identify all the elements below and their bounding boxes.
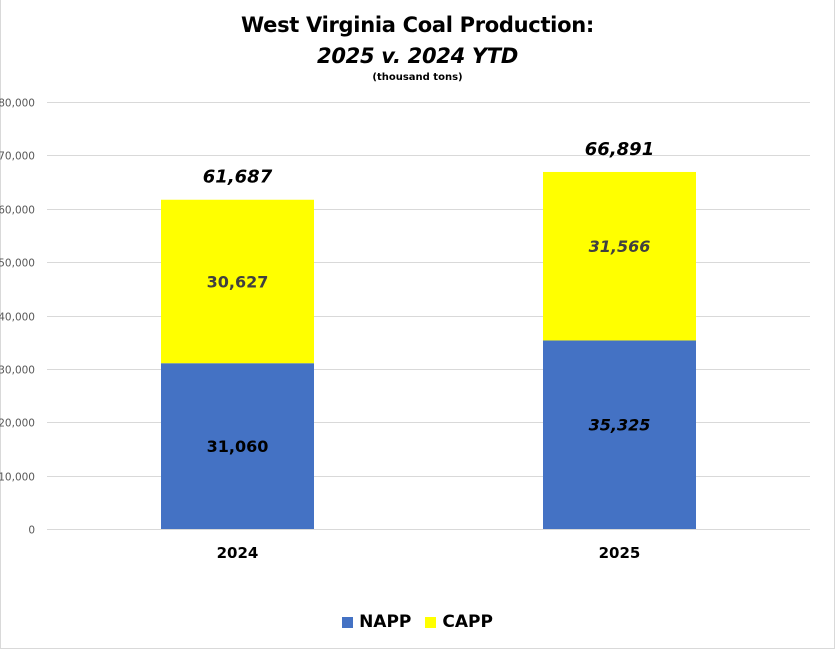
bar-segment-napp: [543, 340, 696, 529]
y-tick-label: 60,000: [0, 205, 35, 217]
bar-segment-napp: [161, 363, 314, 529]
legend-label-capp: CAPP: [442, 612, 493, 632]
bar-segment-capp: [161, 199, 314, 364]
legend: NAPP CAPP: [0, 612, 835, 632]
data-label-capp: 30,627: [207, 272, 269, 291]
legend-swatch-capp: [425, 616, 437, 628]
chart-subtitle: 2025 v. 2024 YTD: [317, 44, 518, 68]
y-tick-label: 0: [28, 525, 35, 537]
y-tick-label: 70,000: [0, 151, 35, 163]
total-label: 66,891: [585, 139, 654, 160]
chart-title: West Virginia Coal Production:: [241, 13, 594, 37]
data-label-napp: 31,060: [207, 437, 269, 456]
x-tick-label: 2024: [217, 544, 259, 562]
total-label: 61,687: [203, 167, 273, 188]
y-tick-label: 10,000: [0, 472, 35, 484]
data-label-capp: 31,566: [589, 237, 651, 256]
chart-units-note: (thousand tons): [372, 72, 463, 83]
data-label-napp: 35,325: [589, 416, 651, 435]
y-tick-label: 40,000: [0, 312, 35, 324]
y-tick-label: 80,000: [0, 98, 35, 110]
legend-item-napp: NAPP: [342, 612, 411, 632]
y-tick-label: 20,000: [0, 418, 35, 430]
legend-swatch-napp: [342, 616, 354, 628]
legend-label-napp: NAPP: [359, 612, 412, 632]
legend-item-capp: CAPP: [425, 612, 493, 632]
x-tick-label: 2025: [599, 544, 641, 562]
y-tick-label: 30,000: [0, 365, 35, 377]
y-tick-label: 50,000: [0, 258, 35, 270]
bar-segment-capp: [543, 171, 696, 341]
